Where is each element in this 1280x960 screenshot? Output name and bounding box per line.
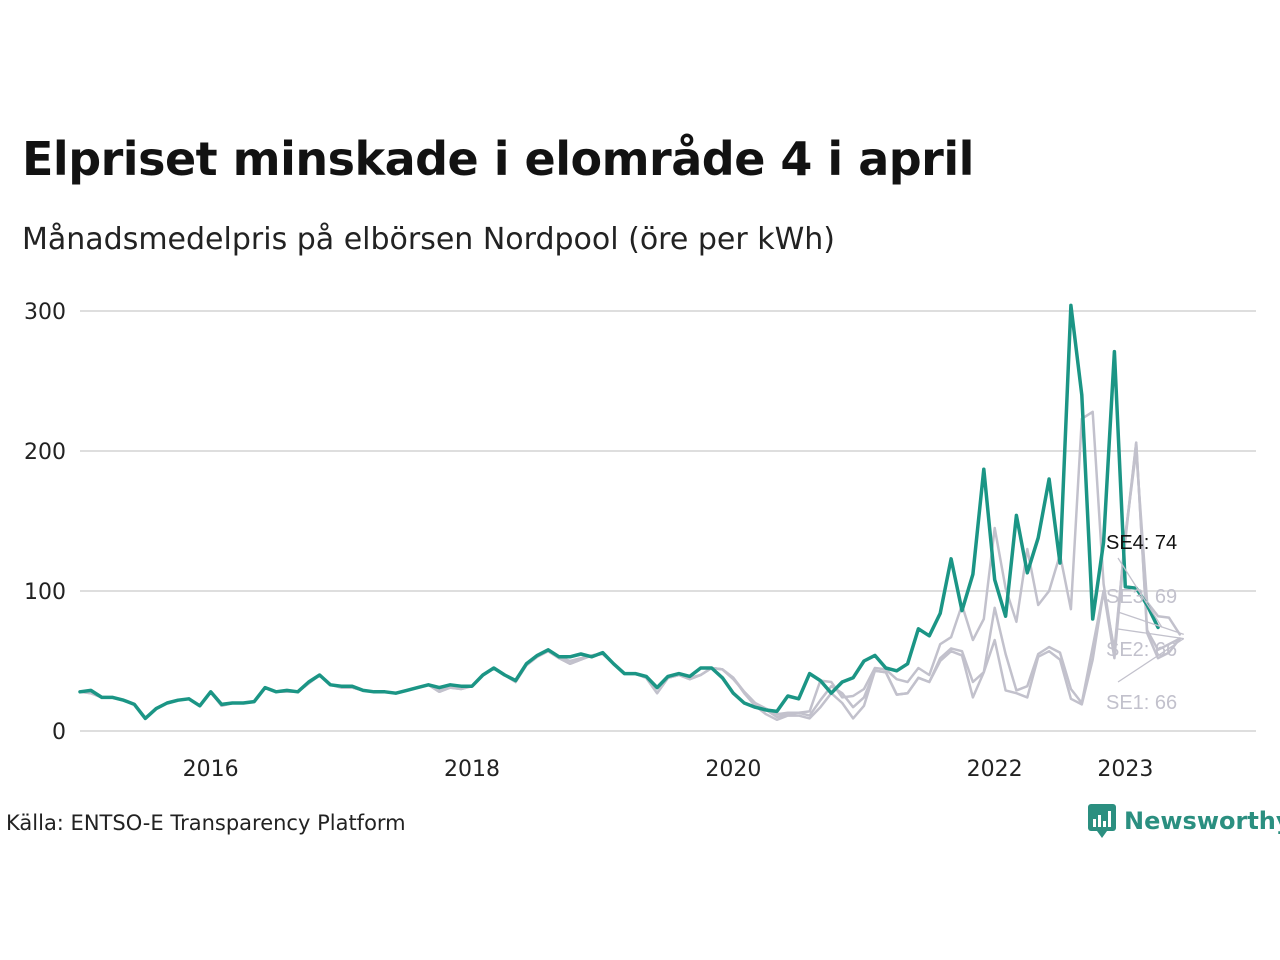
end-label-se2: SE2: 66 bbox=[1106, 639, 1177, 661]
x-axis-ticks: 2016 2018 2020 2022 2023 bbox=[183, 757, 1154, 782]
leader-line-se1 bbox=[1117, 638, 1185, 683]
brand-name: Newsworthy bbox=[1124, 807, 1280, 835]
y-tick-label: 100 bbox=[24, 580, 66, 605]
leader-line-se3 bbox=[1117, 611, 1184, 636]
end-label-se3: SE3: 69 bbox=[1106, 586, 1177, 608]
y-tick-label: 300 bbox=[24, 300, 66, 325]
x-tick-label: 2016 bbox=[183, 757, 239, 782]
y-tick-label: 200 bbox=[24, 440, 66, 465]
series-line-se4 bbox=[78, 303, 1160, 721]
y-axis-ticks: 0 100 200 300 bbox=[24, 300, 66, 745]
brand-logo[interactable]: Newsworthy bbox=[1088, 804, 1280, 838]
gridlines bbox=[80, 310, 1256, 732]
x-tick-label: 2020 bbox=[705, 757, 761, 782]
end-labels: SE1: 66 SE2: 66 SE3: 69 SE4: 74 bbox=[1106, 532, 1185, 714]
series-line-se2 bbox=[78, 441, 1182, 720]
x-tick-label: 2018 bbox=[444, 757, 500, 782]
source-note: Källa: ENTSO-E Transparency Platform bbox=[6, 811, 406, 835]
highlight-series-layer bbox=[78, 303, 1160, 721]
x-tick-label: 2022 bbox=[967, 757, 1023, 782]
end-label-se1: SE1: 66 bbox=[1106, 692, 1177, 714]
leader-line-se4 bbox=[1117, 557, 1163, 628]
leader-line-se2 bbox=[1117, 628, 1184, 640]
chart-subtitle: Månadsmedelpris på elbörsen Nordpool (ör… bbox=[22, 222, 835, 257]
end-label-se4: SE4: 74 bbox=[1106, 532, 1177, 554]
series-line-se1 bbox=[78, 441, 1182, 722]
newsworthy-logo-icon bbox=[1088, 804, 1116, 838]
y-tick-label: 0 bbox=[52, 720, 66, 745]
x-tick-label: 2023 bbox=[1097, 757, 1153, 782]
chart-title: Elpriset minskade i elområde 4 i april bbox=[22, 132, 974, 186]
